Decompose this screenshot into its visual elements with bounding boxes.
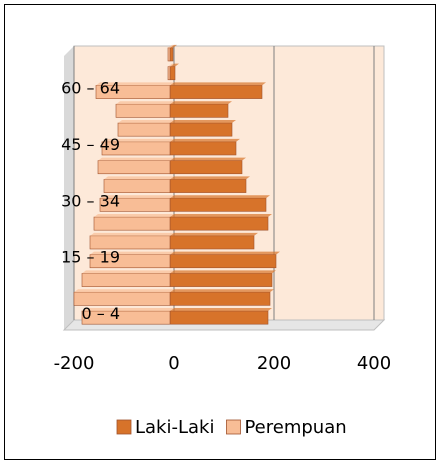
- bar-top: [116, 101, 174, 105]
- bar-top: [170, 157, 246, 161]
- bar-face: [93, 216, 171, 231]
- bar: [169, 82, 266, 99]
- bar: [169, 195, 270, 212]
- bar: [115, 101, 174, 118]
- bar-face: [167, 66, 171, 81]
- bar: [81, 308, 174, 325]
- bar-top: [170, 138, 240, 142]
- bar: [167, 63, 174, 81]
- bar: [169, 308, 272, 325]
- legend-label: Perempuan: [244, 417, 346, 438]
- bar-face: [169, 47, 174, 62]
- x-tick-label: 0: [168, 353, 179, 374]
- bar-top: [82, 308, 174, 312]
- bar: [169, 251, 280, 269]
- bar: [89, 232, 174, 250]
- bar-top: [170, 251, 280, 255]
- bar: [81, 270, 174, 287]
- bar: [169, 157, 246, 175]
- bar-top: [98, 157, 174, 161]
- bar: [117, 120, 174, 137]
- bar-face: [169, 179, 247, 193]
- bar: [169, 101, 232, 118]
- bar: [169, 214, 272, 231]
- bar-top: [90, 232, 174, 236]
- bar-top: [168, 44, 174, 48]
- bar-face: [115, 103, 171, 118]
- bar-top: [170, 176, 250, 180]
- bar-face: [169, 310, 269, 325]
- bar-top: [170, 232, 258, 236]
- bar-face: [167, 47, 171, 62]
- bar: [103, 176, 174, 193]
- bar-top: [170, 195, 270, 199]
- bar-face: [169, 216, 269, 231]
- bar-face: [81, 273, 171, 287]
- bar: [93, 214, 174, 231]
- bar-top: [100, 195, 174, 199]
- y-tick-label: 60 – 64: [61, 79, 120, 98]
- legend-swatch: [226, 419, 241, 435]
- bar-top: [104, 176, 174, 180]
- bar-top: [170, 63, 179, 67]
- bar-top: [118, 120, 174, 124]
- bar: [97, 157, 174, 175]
- bar: [95, 82, 174, 99]
- bar: [73, 289, 174, 306]
- bar-face: [169, 254, 277, 269]
- y-tick-label: 45 – 49: [61, 135, 120, 154]
- bar-top: [170, 214, 272, 218]
- bar-face: [169, 122, 233, 137]
- bar-top: [94, 214, 174, 218]
- x-tick-label: -200: [54, 353, 95, 374]
- bar-top: [170, 101, 232, 105]
- bar-top: [170, 308, 272, 312]
- x-tick-label: 400: [357, 353, 391, 374]
- bar-top: [170, 120, 236, 124]
- bar: [101, 138, 174, 156]
- bar-face: [169, 273, 273, 287]
- bar-face: [169, 160, 243, 175]
- y-tick-label: 30 – 34: [61, 191, 120, 210]
- bar-top: [90, 251, 174, 255]
- bar-top: [96, 82, 174, 86]
- bar-face: [169, 197, 267, 212]
- bar: [169, 138, 240, 156]
- bar-face: [169, 66, 176, 81]
- bar: [169, 270, 276, 287]
- bar-top: [82, 270, 174, 274]
- bar: [169, 176, 250, 193]
- bar-top: [74, 289, 174, 293]
- bar: [99, 195, 174, 212]
- legend-swatch: [116, 419, 132, 435]
- bar: [169, 289, 274, 306]
- bar-face: [169, 291, 271, 306]
- bar-top: [170, 44, 177, 48]
- legend-label: Laki-Laki: [135, 417, 214, 438]
- bar-top: [170, 270, 276, 274]
- bar-top: [170, 289, 274, 293]
- bar-face: [97, 160, 171, 175]
- bar-top: [168, 63, 174, 67]
- bar: [169, 120, 236, 137]
- bar-top: [170, 82, 266, 86]
- bar-face: [117, 122, 171, 137]
- bar-top: [102, 138, 174, 142]
- bar-face: [169, 235, 255, 250]
- bar: [169, 232, 258, 250]
- bar-face: [169, 141, 237, 156]
- bar: [89, 251, 174, 269]
- bar: [167, 44, 174, 62]
- y-tick-label: 15 – 19: [61, 248, 120, 267]
- bar-face: [169, 103, 229, 118]
- x-tick-label: 200: [257, 353, 291, 374]
- y-tick-label: 0 – 4: [81, 304, 120, 323]
- bar-face: [169, 85, 263, 99]
